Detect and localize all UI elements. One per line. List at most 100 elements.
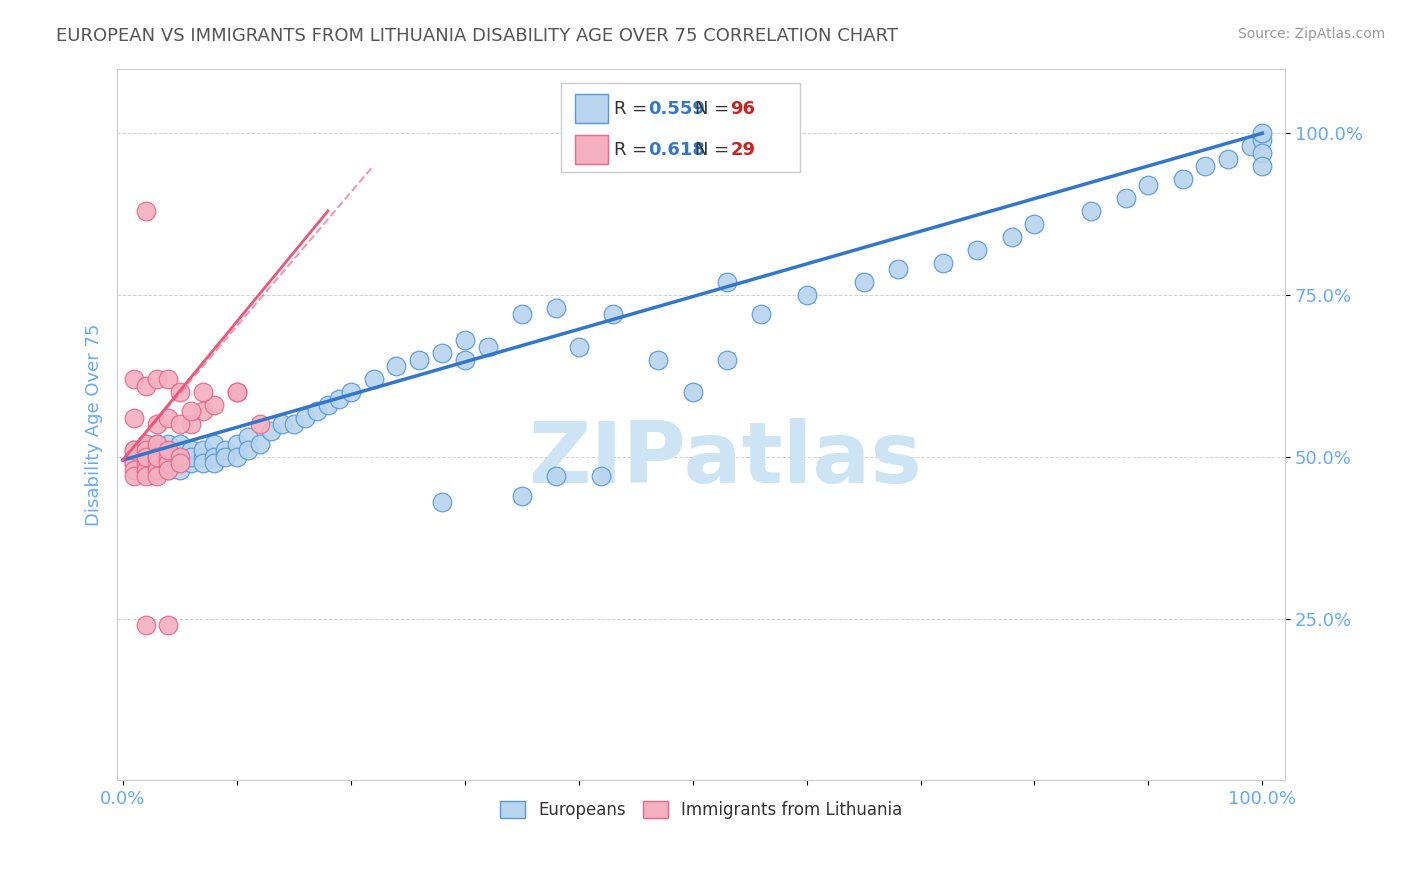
Point bbox=[180, 443, 202, 458]
Point bbox=[1251, 133, 1274, 147]
Text: R =: R = bbox=[613, 141, 652, 159]
Point bbox=[430, 346, 453, 360]
Point bbox=[146, 456, 169, 470]
Point bbox=[124, 456, 146, 470]
Point bbox=[249, 437, 271, 451]
Point bbox=[135, 203, 157, 218]
FancyBboxPatch shape bbox=[575, 136, 607, 164]
Point bbox=[647, 352, 669, 367]
Point bbox=[146, 469, 169, 483]
Point bbox=[408, 352, 430, 367]
Point bbox=[1194, 159, 1216, 173]
Point bbox=[202, 398, 225, 412]
Point bbox=[191, 456, 214, 470]
Point bbox=[1137, 178, 1160, 192]
Point bbox=[135, 443, 157, 458]
Point bbox=[716, 352, 738, 367]
Point bbox=[124, 443, 146, 458]
Point bbox=[749, 307, 772, 321]
Point bbox=[283, 417, 305, 432]
Point bbox=[225, 385, 247, 400]
Text: N =: N = bbox=[696, 100, 735, 118]
Point bbox=[796, 288, 818, 302]
Point bbox=[135, 437, 157, 451]
Point bbox=[238, 430, 260, 444]
Point bbox=[157, 443, 180, 458]
Point bbox=[146, 372, 169, 386]
Point bbox=[169, 437, 191, 451]
Point bbox=[146, 450, 169, 464]
Text: ZIPatlas: ZIPatlas bbox=[527, 418, 921, 501]
Point bbox=[591, 469, 613, 483]
Point bbox=[146, 417, 169, 432]
Point bbox=[135, 456, 157, 470]
Text: 96: 96 bbox=[730, 100, 755, 118]
Point bbox=[157, 618, 180, 632]
Point bbox=[169, 385, 191, 400]
Point bbox=[544, 469, 567, 483]
Point bbox=[169, 456, 191, 470]
Point bbox=[146, 456, 169, 470]
Point bbox=[146, 456, 169, 470]
Point bbox=[135, 450, 157, 464]
Text: Source: ZipAtlas.com: Source: ZipAtlas.com bbox=[1237, 27, 1385, 41]
Point bbox=[135, 463, 157, 477]
Point bbox=[146, 437, 169, 451]
Point bbox=[180, 404, 202, 418]
Point bbox=[602, 307, 624, 321]
Point bbox=[363, 372, 385, 386]
Point bbox=[225, 437, 247, 451]
Point bbox=[339, 385, 361, 400]
Point bbox=[214, 443, 236, 458]
Point bbox=[146, 450, 169, 464]
Point bbox=[157, 372, 180, 386]
Point bbox=[1115, 191, 1137, 205]
FancyBboxPatch shape bbox=[561, 83, 800, 172]
Point bbox=[135, 469, 157, 483]
Point bbox=[146, 450, 169, 464]
Point bbox=[1024, 217, 1046, 231]
Point bbox=[135, 378, 157, 392]
Point bbox=[271, 417, 294, 432]
Point bbox=[1001, 229, 1024, 244]
Point bbox=[682, 385, 704, 400]
Point bbox=[1251, 159, 1274, 173]
Point bbox=[157, 456, 180, 470]
Point bbox=[716, 275, 738, 289]
Point bbox=[157, 456, 180, 470]
Point bbox=[1240, 139, 1263, 153]
Point bbox=[157, 463, 180, 477]
Point bbox=[124, 450, 146, 464]
Point bbox=[1251, 145, 1274, 160]
Point bbox=[260, 424, 283, 438]
Point bbox=[966, 243, 988, 257]
FancyBboxPatch shape bbox=[575, 95, 607, 123]
Point bbox=[191, 443, 214, 458]
Point bbox=[169, 443, 191, 458]
Point bbox=[169, 417, 191, 432]
Point bbox=[157, 463, 180, 477]
Point bbox=[180, 450, 202, 464]
Point bbox=[180, 456, 202, 470]
Point bbox=[135, 618, 157, 632]
Point bbox=[510, 307, 533, 321]
Point bbox=[887, 262, 910, 277]
Text: R =: R = bbox=[613, 100, 652, 118]
Point bbox=[157, 437, 180, 451]
Point bbox=[544, 301, 567, 315]
Point bbox=[157, 450, 180, 464]
Point bbox=[135, 450, 157, 464]
Point bbox=[191, 404, 214, 418]
Point bbox=[305, 404, 328, 418]
Point bbox=[124, 443, 146, 458]
Point bbox=[1251, 126, 1274, 140]
Point bbox=[124, 456, 146, 470]
Point bbox=[225, 450, 247, 464]
Point bbox=[385, 359, 408, 374]
Point bbox=[202, 450, 225, 464]
Point bbox=[510, 489, 533, 503]
Point bbox=[932, 255, 955, 269]
Point bbox=[124, 411, 146, 425]
Point bbox=[135, 437, 157, 451]
Point bbox=[157, 450, 180, 464]
